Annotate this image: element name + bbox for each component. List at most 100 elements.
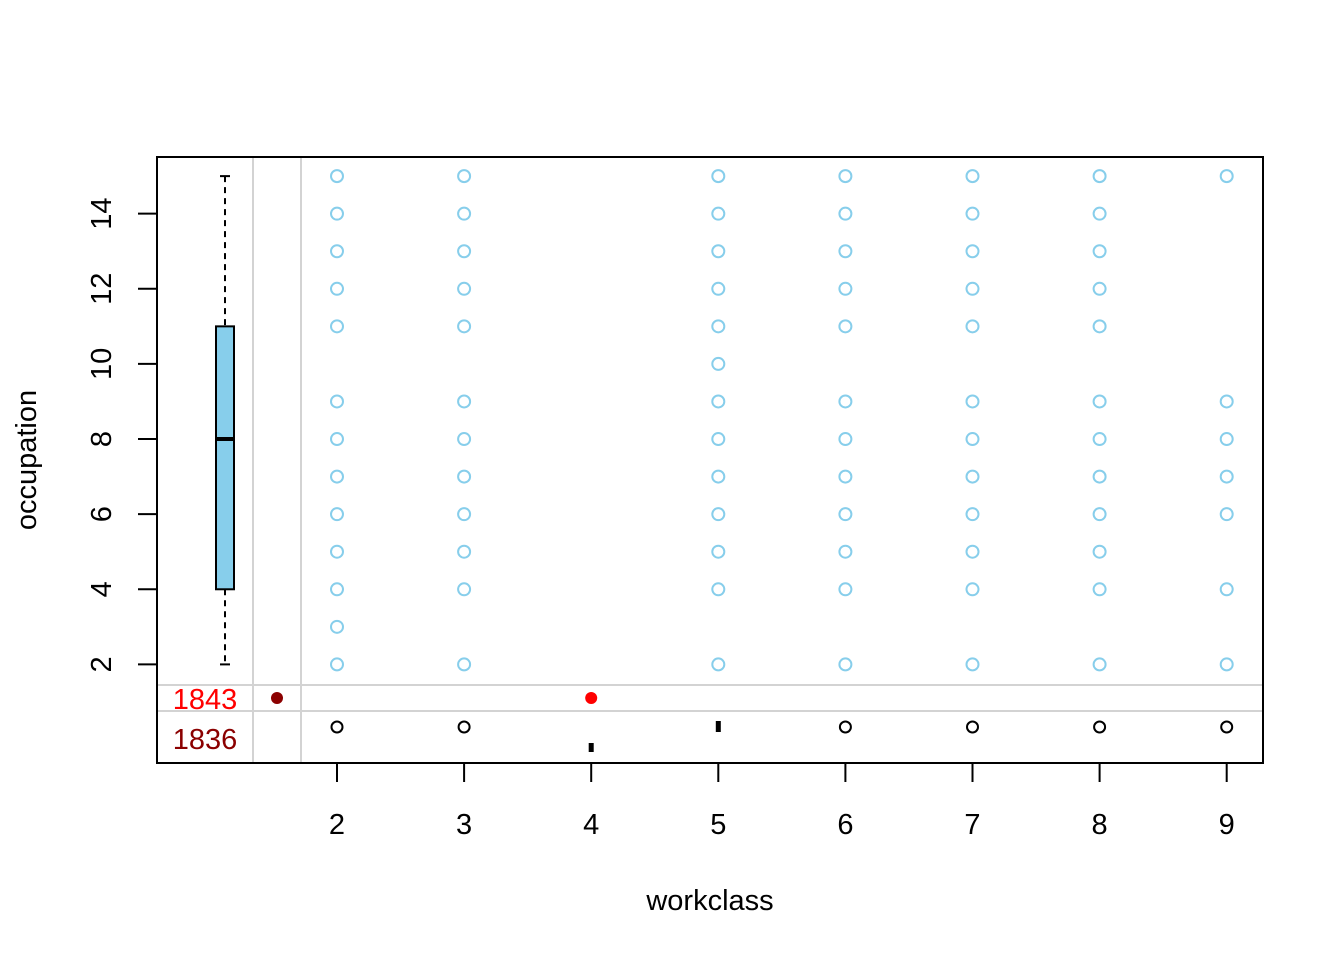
occupation-boxplot [215,175,235,666]
missing-y-count-label: 1836 [173,724,238,756]
data-point [965,544,980,559]
data-point [965,244,980,259]
data-point [330,544,344,559]
data-point [1219,469,1234,484]
data-point [1092,394,1107,409]
data-point [838,319,853,334]
data-point [457,507,472,522]
data-point [838,432,853,447]
data-point [711,206,726,221]
data-point [838,469,853,484]
data-point [330,319,344,334]
y-tick-label: 14 [86,198,118,230]
rug-mark [838,720,852,734]
data-point [711,169,726,184]
x-tick-label: 6 [837,809,853,841]
data-point [330,582,344,597]
data-point [457,432,472,447]
data-point [965,206,980,221]
plot-background [157,157,1263,763]
y-tick-label: 4 [86,581,118,597]
x-tick-label: 4 [583,809,599,841]
y-tick-label: 8 [86,431,118,447]
data-point [838,169,853,184]
data-point [965,657,980,672]
data-point [838,507,853,522]
data-point [457,244,472,259]
x-tick-label: 8 [1092,809,1108,841]
boxplot-box [215,325,235,591]
missing-rug [330,720,1234,752]
x-tick-label: 2 [329,809,345,841]
x-tick-label: 5 [710,809,726,841]
data-point [1219,432,1234,447]
rug-mark [966,720,979,734]
y-axis: 2 4 6 8 10 12 14 [86,198,157,672]
data-point [838,657,853,672]
y-tick-label: 2 [86,656,118,672]
data-point [711,544,726,559]
data-point [457,394,472,409]
data-point [330,206,344,221]
data-point [457,319,472,334]
data-point [965,281,980,296]
rug-mark [1093,720,1107,734]
data-point [1219,582,1234,597]
data-point [838,244,853,259]
data-point [457,469,472,484]
rug-mark [1220,720,1234,734]
data-point [457,582,472,597]
data-point [965,469,980,484]
data-point [1092,319,1107,334]
data-point [711,582,726,597]
data-point [711,657,726,672]
data-point [330,432,344,447]
data-point [1092,432,1107,447]
data-point [711,432,726,447]
data-point [457,169,472,184]
data-point [965,507,980,522]
missing-both-point [271,692,283,704]
data-point [457,206,472,221]
x-tick-label: 3 [456,809,472,841]
data-point [1219,169,1234,184]
data-point [838,206,853,221]
data-point [711,281,726,296]
data-point [711,394,726,409]
data-point [711,469,726,484]
data-point [838,281,853,296]
data-point [965,432,980,447]
data-point [330,657,344,672]
data-point [1092,544,1107,559]
data-point [1092,657,1107,672]
data-point [1092,244,1107,259]
data-point [1219,507,1234,522]
y-tick-label: 12 [86,273,118,305]
x-axis: 2 3 4 5 6 7 8 9 [329,763,1235,841]
missing-x-count-label: 1843 [173,684,238,716]
data-point [330,619,344,634]
data-point [711,507,726,522]
data-point [1092,469,1107,484]
data-point [330,507,344,522]
data-point [838,544,853,559]
y-tick-label: 10 [86,348,118,380]
data-point [1092,507,1107,522]
missing-occupation-point [585,692,598,704]
x-tick-label: 9 [1219,809,1235,841]
data-point [330,281,344,296]
y-axis-label: occupation [11,390,43,530]
x-tick-label: 7 [964,809,980,841]
data-point [965,169,980,184]
rug-mark [457,720,471,734]
rug-mark [715,721,721,732]
data-point [1092,169,1107,184]
data-point [965,582,980,597]
data-points [330,169,1234,672]
data-point [1219,394,1234,409]
data-point [330,394,344,409]
data-point [711,319,726,334]
missing-dividers [157,157,1263,763]
y-tick-label: 6 [86,506,118,522]
